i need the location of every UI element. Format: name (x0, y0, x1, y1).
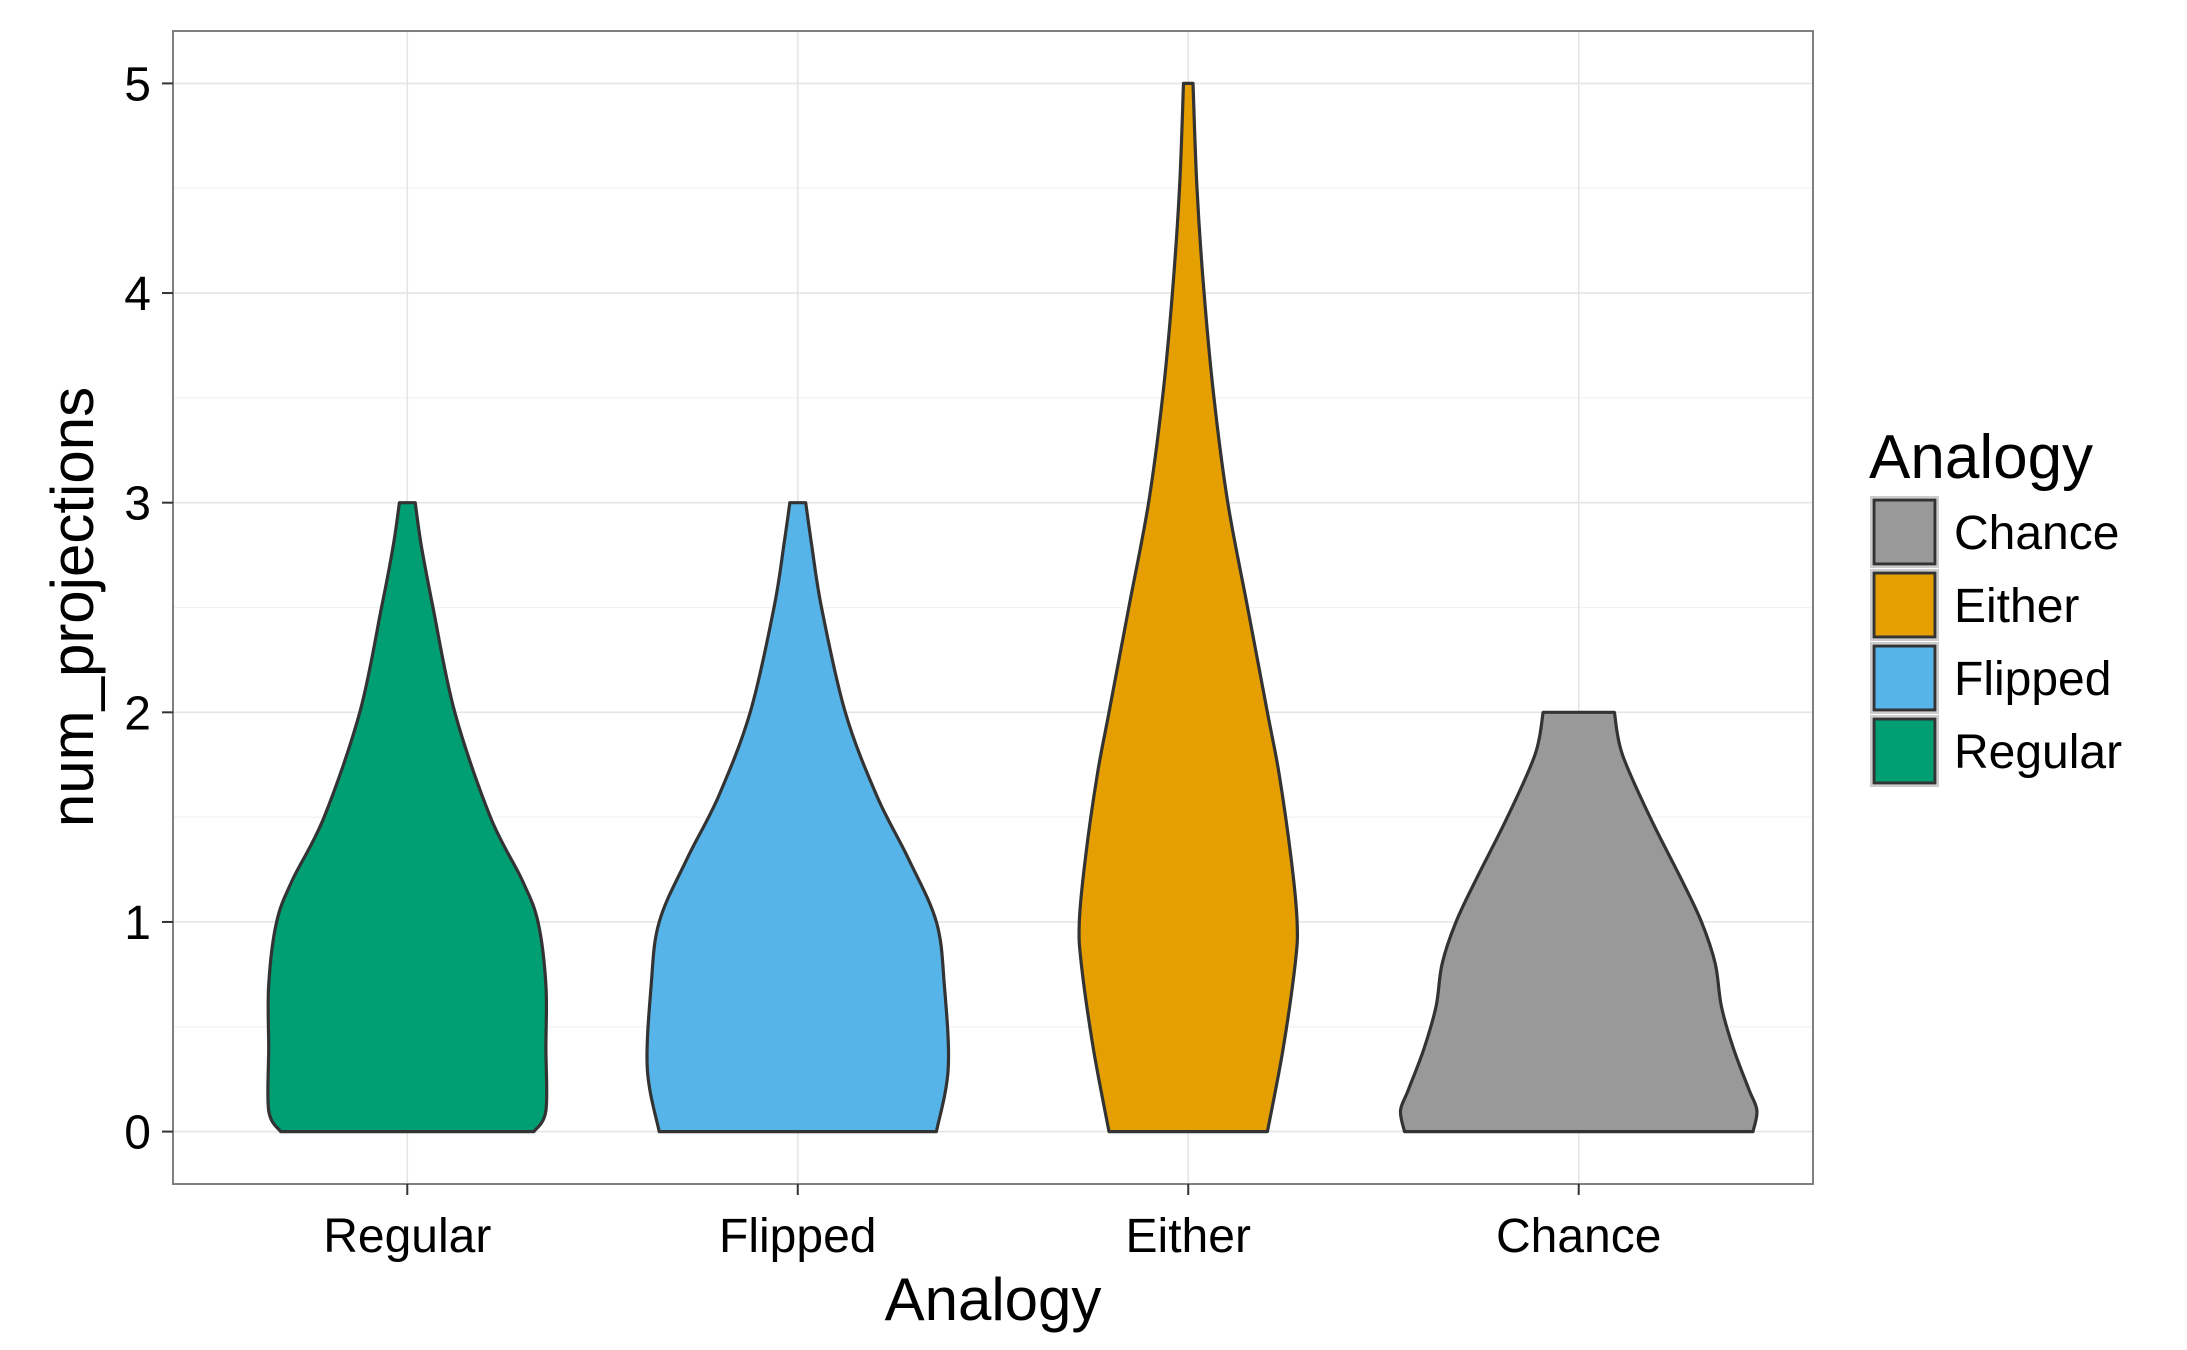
x-axis-title: Analogy (885, 1266, 1102, 1333)
legend-label-flipped: Flipped (1954, 653, 2111, 706)
legend-title: Analogy (1869, 423, 2093, 492)
violin-either (1077, 81, 1300, 1134)
y-tick-label: 3 (124, 478, 151, 531)
y-tick-label: 5 (124, 58, 151, 111)
legend-swatch-regular (1872, 717, 1937, 785)
y-tick-label: 1 (124, 897, 151, 950)
y-tick-label: 2 (124, 687, 151, 740)
violin-chance (1398, 710, 1759, 1134)
legend-swatch-chance (1872, 498, 1937, 566)
legend-label-regular: Regular (1954, 726, 2122, 779)
y-tick-label: 0 (124, 1107, 151, 1160)
y-axis: 0 1 2 3 4 5 (124, 58, 173, 1160)
legend-swatch-flipped (1872, 644, 1937, 712)
x-tick-label: Regular (323, 1210, 491, 1263)
violin-regular (266, 501, 549, 1134)
y-tick-label: 4 (124, 268, 151, 321)
x-axis: Regular Flipped Either Chance (323, 1184, 1661, 1263)
plot-panel-border (172, 30, 1814, 1185)
legend-swatch-either (1872, 571, 1937, 639)
x-tick-label: Flipped (719, 1210, 876, 1263)
legend: Analogy Chance Either Flipped Regular (1869, 423, 2122, 787)
x-tick-label: Either (1126, 1210, 1251, 1263)
legend-label-either: Either (1954, 580, 2079, 633)
violin-flipped (645, 501, 951, 1134)
x-tick-label: Chance (1496, 1210, 1661, 1263)
y-axis-title: num_projections (39, 387, 106, 827)
violins (266, 81, 1759, 1134)
legend-label-chance: Chance (1954, 507, 2119, 560)
